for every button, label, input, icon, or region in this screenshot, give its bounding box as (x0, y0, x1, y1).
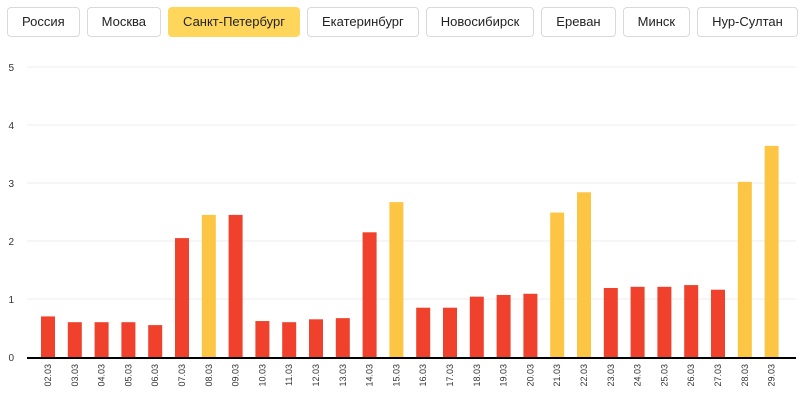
bar-05.03 (121, 322, 136, 357)
x-tick-label: 12.03 (311, 364, 321, 387)
bar-22.03 (577, 192, 591, 357)
y-tick-label: 1 (8, 295, 14, 306)
bar-12.03 (309, 319, 323, 357)
bar-20.03 (523, 293, 538, 357)
x-tick-label: 24.03 (633, 364, 643, 387)
y-tick-label: 2 (8, 237, 14, 248)
x-tick-label: 02.03 (43, 364, 53, 387)
bar-16.03 (416, 307, 431, 357)
y-tick-label: 0 (8, 353, 14, 364)
tab-3[interactable]: Екатеринбург (307, 7, 419, 37)
y-tick-label: 4 (8, 121, 14, 132)
bar-21.03 (550, 212, 565, 357)
bar-15.03 (389, 202, 404, 357)
x-tick-label: 11.03 (284, 364, 294, 386)
x-tick-label: 04.03 (97, 364, 107, 387)
bar-19.03 (496, 294, 511, 357)
bar-02.03 (41, 316, 55, 357)
y-tick-label: 5 (8, 63, 14, 74)
x-tick-label: 19.03 (499, 364, 509, 387)
bar-17.03 (443, 307, 457, 357)
city-tabs: Россия Москва Санкт-Петербург Екатеринбург Н… (7, 7, 805, 37)
x-tick-label: 18.03 (472, 364, 482, 387)
x-tick-label: 25.03 (659, 364, 669, 387)
tab-5[interactable]: Ереван (541, 7, 616, 37)
x-tick-label: 13.03 (338, 364, 348, 387)
tab-0[interactable]: Россия (7, 7, 80, 37)
x-tick-label: 10.03 (257, 364, 267, 387)
x-tick-label: 27.03 (713, 364, 723, 387)
x-tick-label: 06.03 (150, 364, 160, 387)
bar-18.03 (469, 296, 484, 357)
y-tick-label: 3 (8, 179, 14, 190)
tab-7[interactable]: Нур-Султан (697, 7, 798, 37)
x-tick-label: 22.03 (579, 364, 589, 387)
x-tick-label: 05.03 (123, 364, 133, 387)
bar-10.03 (255, 321, 270, 357)
x-tick-label: 29.03 (767, 364, 777, 387)
bar-03.03 (67, 322, 82, 357)
bar-04.03 (94, 322, 109, 357)
bar-06.03 (148, 325, 163, 357)
x-tick-label: 14.03 (365, 364, 375, 387)
bar-14.03 (362, 232, 377, 357)
x-tick-label: 21.03 (552, 364, 562, 387)
x-tick-label: 26.03 (686, 364, 696, 387)
x-tick-label: 16.03 (418, 364, 428, 387)
x-tick-label: 03.03 (70, 364, 80, 387)
bar-08.03 (201, 214, 216, 357)
x-tick-label: 17.03 (445, 364, 455, 387)
bar-23.03 (603, 287, 618, 357)
bar-24.03 (630, 286, 645, 357)
x-tick-label: 09.03 (231, 364, 241, 387)
x-tick-label: 28.03 (740, 364, 750, 387)
bar-28.03 (737, 181, 752, 357)
bar-26.03 (684, 285, 699, 357)
bar-25.03 (657, 286, 672, 357)
x-tick-label: 20.03 (525, 364, 535, 387)
tab-6[interactable]: Минск (622, 7, 691, 37)
bar-27.03 (711, 289, 725, 357)
x-tick-label: 08.03 (204, 364, 214, 387)
tab-1[interactable]: Москва (86, 7, 162, 37)
x-tick-label: 15.03 (391, 364, 401, 387)
x-tick-label: 07.03 (177, 364, 187, 387)
tab-4[interactable]: Новосибирск (425, 7, 535, 37)
tab-2[interactable]: Санкт-Петербург (168, 7, 300, 37)
bar-09.03 (228, 214, 243, 357)
x-tick-label: 23.03 (606, 364, 616, 387)
bar-29.03 (764, 145, 779, 357)
bar-07.03 (175, 238, 189, 357)
bar-11.03 (282, 322, 297, 357)
bar-13.03 (335, 318, 350, 357)
